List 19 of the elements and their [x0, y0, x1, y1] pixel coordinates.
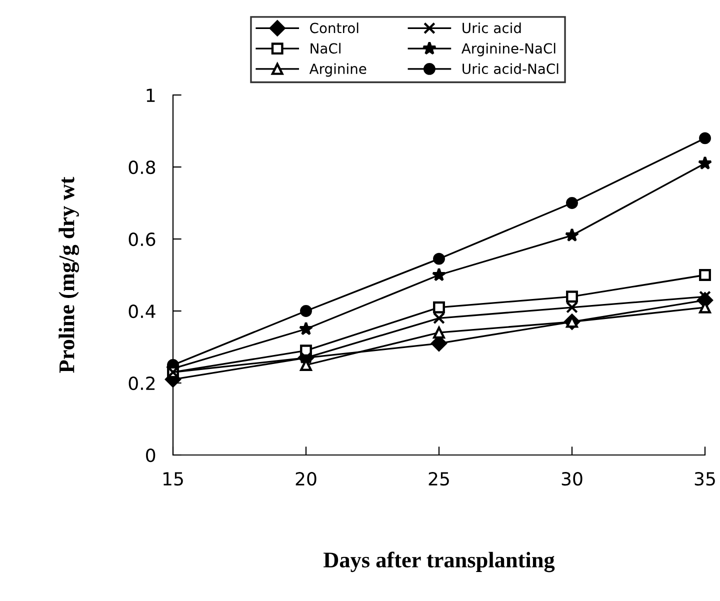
y-tick-label: 0: [146, 448, 156, 462]
legend-label: Arginine-NaCl: [462, 42, 556, 56]
legend-label: Uric acid: [462, 22, 521, 34]
legend-label: NaCl: [310, 42, 340, 54]
y-tick-label: 0.4: [128, 304, 156, 318]
x-tick-label: 20: [296, 472, 316, 486]
legend-label: Uric acid-NaCl: [462, 63, 558, 74]
legend-label: Arginine: [309, 63, 366, 77]
x-tick-label: 35: [694, 472, 715, 486]
y-tick-label: 0.6: [128, 232, 156, 246]
x-tick-label: 25: [428, 472, 449, 486]
y-tick-label: 0.2: [128, 376, 155, 390]
y-axis-title: Proline (mg/g dry wt: [58, 176, 80, 373]
y-tick-label: 0.8: [128, 160, 156, 174]
legend-label: Control: [310, 22, 358, 34]
x-tick-label: 15: [163, 472, 183, 486]
y-tick-label: 1: [146, 88, 155, 102]
x-tick-label: 30: [562, 472, 582, 486]
x-axis-title: Days after transplanting: [324, 552, 555, 572]
